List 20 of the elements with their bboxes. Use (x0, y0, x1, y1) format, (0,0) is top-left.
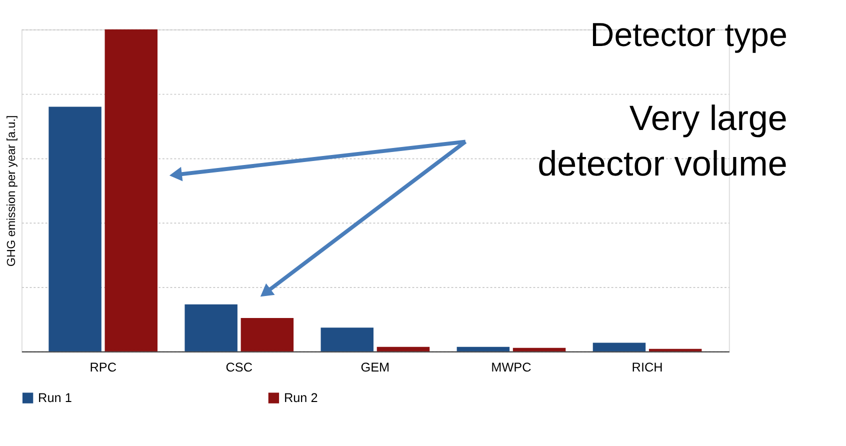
bar (184, 304, 238, 352)
bar (48, 106, 102, 352)
x-tick-label: GEM (360, 360, 390, 374)
bar (104, 29, 158, 352)
x-tick-label: RICH (632, 360, 663, 374)
legend-label: Run 2 (284, 390, 318, 405)
bar (648, 348, 702, 352)
bar (592, 342, 646, 352)
bar (376, 346, 430, 352)
y-axis-title: GHG emission per year [a.u.] (5, 115, 18, 267)
x-tick-label: CSC (226, 360, 253, 374)
annotation: Very large detector volume (538, 98, 788, 184)
x-tick-label: MWPC (491, 360, 532, 374)
bar (240, 318, 294, 352)
x-tick-label: RPC (90, 360, 116, 374)
bar (320, 328, 374, 352)
legend-label: Run 1 (38, 390, 72, 405)
bar (512, 348, 566, 352)
bar (456, 346, 510, 352)
annotation: Detector type (590, 17, 788, 54)
